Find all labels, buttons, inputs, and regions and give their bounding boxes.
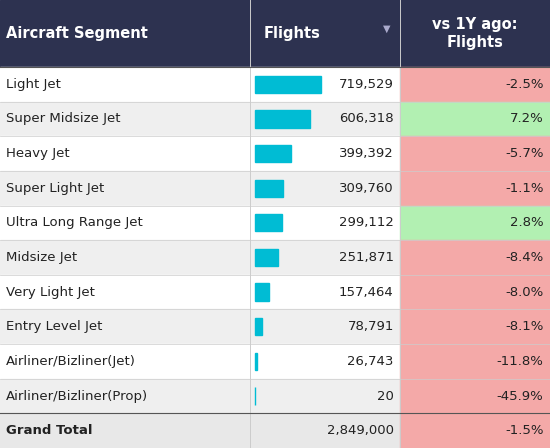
Bar	[255, 76, 321, 93]
Bar	[0, 379, 400, 414]
Text: Entry Level Jet: Entry Level Jet	[6, 320, 102, 333]
Text: vs 1Y ago:
Flights: vs 1Y ago: Flights	[432, 17, 518, 50]
Text: -45.9%: -45.9%	[497, 390, 543, 403]
Bar	[0, 102, 400, 136]
Text: -2.5%: -2.5%	[505, 78, 543, 91]
Text: 7.2%: 7.2%	[510, 112, 543, 125]
Text: 309,760: 309,760	[339, 182, 394, 195]
Bar	[255, 249, 278, 266]
Text: ▼: ▼	[383, 24, 390, 34]
Text: 20: 20	[377, 390, 394, 403]
Bar	[400, 344, 550, 379]
Text: 606,318: 606,318	[339, 112, 394, 125]
Bar	[400, 136, 550, 171]
Text: 251,871: 251,871	[339, 251, 394, 264]
Bar	[400, 414, 550, 448]
Bar	[400, 240, 550, 275]
Text: 299,112: 299,112	[339, 216, 394, 229]
Bar	[400, 67, 550, 102]
Bar	[0, 0, 550, 67]
Text: 2.8%: 2.8%	[510, 216, 543, 229]
Bar	[0, 310, 400, 344]
Bar	[400, 275, 550, 310]
Bar	[400, 310, 550, 344]
Text: Grand Total: Grand Total	[6, 424, 92, 437]
Bar	[0, 206, 400, 240]
Text: 78,791: 78,791	[348, 320, 394, 333]
Bar	[0, 344, 400, 379]
Bar	[255, 214, 282, 232]
Text: -8.1%: -8.1%	[505, 320, 543, 333]
Bar	[400, 102, 550, 136]
Text: -11.8%: -11.8%	[497, 355, 543, 368]
Text: Airliner/Bizliner(Prop): Airliner/Bizliner(Prop)	[6, 390, 147, 403]
Text: Ultra Long Range Jet: Ultra Long Range Jet	[6, 216, 142, 229]
Text: -8.4%: -8.4%	[505, 251, 543, 264]
Bar	[0, 67, 400, 102]
Text: Super Midsize Jet: Super Midsize Jet	[6, 112, 120, 125]
Bar	[255, 353, 257, 370]
Text: 157,464: 157,464	[339, 286, 394, 299]
Bar	[400, 171, 550, 206]
Text: Heavy Jet: Heavy Jet	[6, 147, 69, 160]
Text: 26,743: 26,743	[348, 355, 394, 368]
Text: Airliner/Bizliner(Jet): Airliner/Bizliner(Jet)	[6, 355, 135, 368]
Bar	[255, 284, 269, 301]
Text: 2,849,000: 2,849,000	[327, 424, 394, 437]
Text: Midsize Jet: Midsize Jet	[6, 251, 76, 264]
Bar	[0, 240, 400, 275]
Text: Super Light Jet: Super Light Jet	[6, 182, 104, 195]
Text: -1.1%: -1.1%	[505, 182, 543, 195]
Bar	[255, 110, 310, 128]
Bar	[0, 171, 400, 206]
Text: 719,529: 719,529	[339, 78, 394, 91]
Bar	[0, 136, 400, 171]
Bar	[255, 318, 262, 336]
Text: -5.7%: -5.7%	[505, 147, 543, 160]
Bar	[400, 206, 550, 240]
Bar	[400, 379, 550, 414]
Text: -1.5%: -1.5%	[505, 424, 543, 437]
Bar	[255, 145, 292, 162]
Text: Light Jet: Light Jet	[6, 78, 60, 91]
Bar	[0, 414, 400, 448]
Text: Aircraft Segment: Aircraft Segment	[6, 26, 147, 41]
Text: Flights: Flights	[264, 26, 321, 41]
Bar	[0, 275, 400, 310]
Bar	[255, 180, 283, 197]
Text: 399,392: 399,392	[339, 147, 394, 160]
Text: Very Light Jet: Very Light Jet	[6, 286, 95, 299]
Text: -8.0%: -8.0%	[505, 286, 543, 299]
